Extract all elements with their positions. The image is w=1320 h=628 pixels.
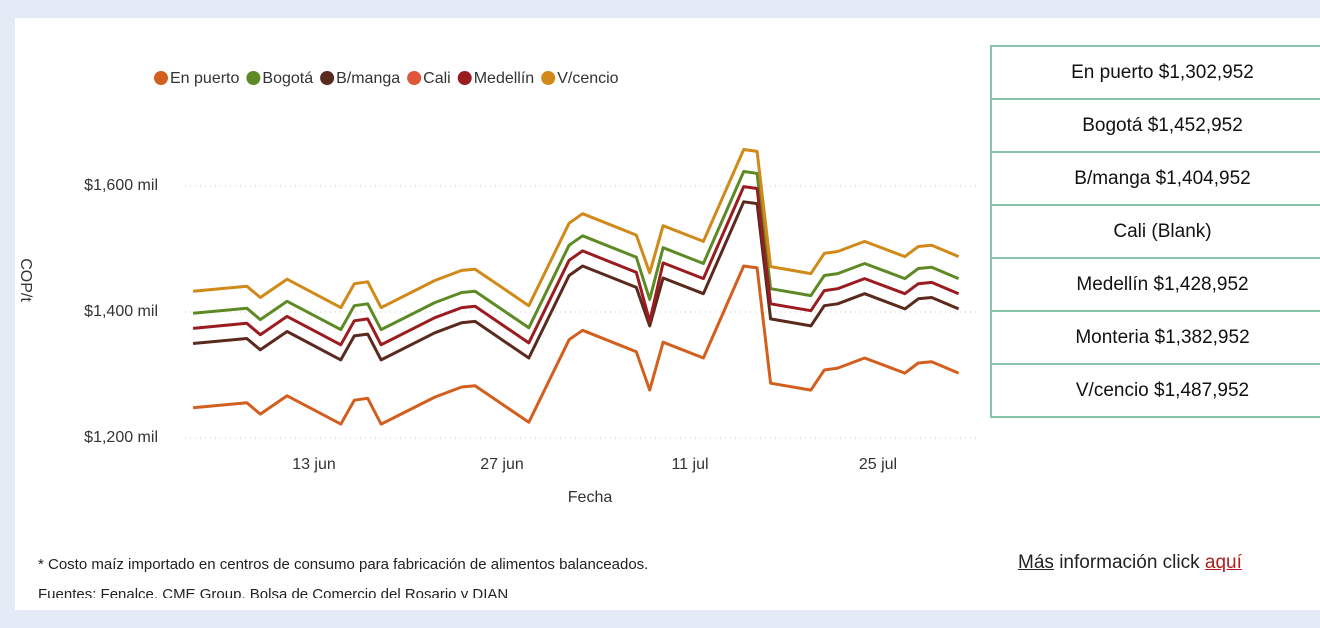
y-tick-label: $1,200 mil (84, 429, 158, 446)
table-row: Medellín $1,428,952 (990, 257, 1320, 312)
footnotes: * Costo maíz importado en centros de con… (38, 550, 938, 598)
series-line (192, 264, 960, 426)
series-line (192, 170, 960, 332)
legend-label: Medellín (474, 70, 534, 87)
table-cell: En puerto $1,302,952 (990, 45, 1320, 100)
legend-marker (246, 71, 261, 85)
table-cell: Monteria $1,382,952 (990, 310, 1320, 365)
y-axis-label: COP/t (17, 258, 34, 302)
series-line (192, 200, 960, 362)
table-row: B/manga $1,404,952 (990, 151, 1320, 206)
footnote: * Costo maíz importado en centros de con… (38, 556, 649, 573)
legend-label: En puerto (170, 70, 239, 87)
legend-label: Cali (423, 70, 451, 87)
more-info-link[interactable]: Más información click aquí (1018, 552, 1242, 574)
legend-label: Bogotá (262, 70, 313, 87)
table-cell: B/manga $1,404,952 (990, 151, 1320, 206)
table-cell: V/cencio $1,487,952 (990, 363, 1320, 418)
legend-marker (320, 71, 335, 85)
legend-label: B/manga (336, 70, 400, 87)
table-cell: Cali (Blank) (990, 204, 1320, 259)
x-tick-label: 25 jul (859, 456, 897, 473)
table-row: Monteria $1,382,952 (990, 310, 1320, 365)
link-text: información click (1059, 552, 1200, 573)
y-tick-label: $1,600 mil (84, 177, 158, 194)
table-cell: Bogotá $1,452,952 (990, 98, 1320, 153)
legend-label: V/cencio (557, 70, 618, 87)
legend-marker (154, 71, 168, 85)
y-tick-label: $1,400 mil (84, 303, 158, 320)
x-tick-label: 11 jul (671, 456, 708, 473)
series-line (192, 185, 960, 347)
x-tick-label: 13 jun (292, 456, 336, 473)
legend-marker (457, 71, 472, 85)
table-row: Bogotá $1,452,952 (990, 98, 1320, 153)
chart: COP/t Fecha $1,200 mil $1,400 mil $1,600 m… (17, 70, 977, 506)
footnote: Fuentes: Fenalce, CME Group, Bolsa de Co… (38, 586, 509, 598)
table-row: Cali (Blank) (990, 204, 1320, 259)
report-panel: COP/t Fecha $1,200 mil $1,400 mil $1,600 m… (15, 18, 1320, 610)
link-text: Más (1018, 552, 1054, 573)
legend-marker (541, 71, 556, 85)
x-tick-label: 27 jun (480, 456, 524, 473)
series-line (192, 148, 960, 310)
link-anchor[interactable]: aquí (1204, 552, 1242, 573)
table-row: En puerto $1,302,952 (990, 45, 1320, 100)
summary-table: En puerto $1,302,952 Bogotá $1,452,952 B/m… (990, 45, 1320, 418)
table-cell: Medellín $1,428,952 (990, 257, 1320, 312)
legend-marker (407, 71, 422, 85)
table-row: V/cencio $1,487,952 (990, 363, 1320, 418)
x-axis-label: Fecha (568, 489, 613, 506)
